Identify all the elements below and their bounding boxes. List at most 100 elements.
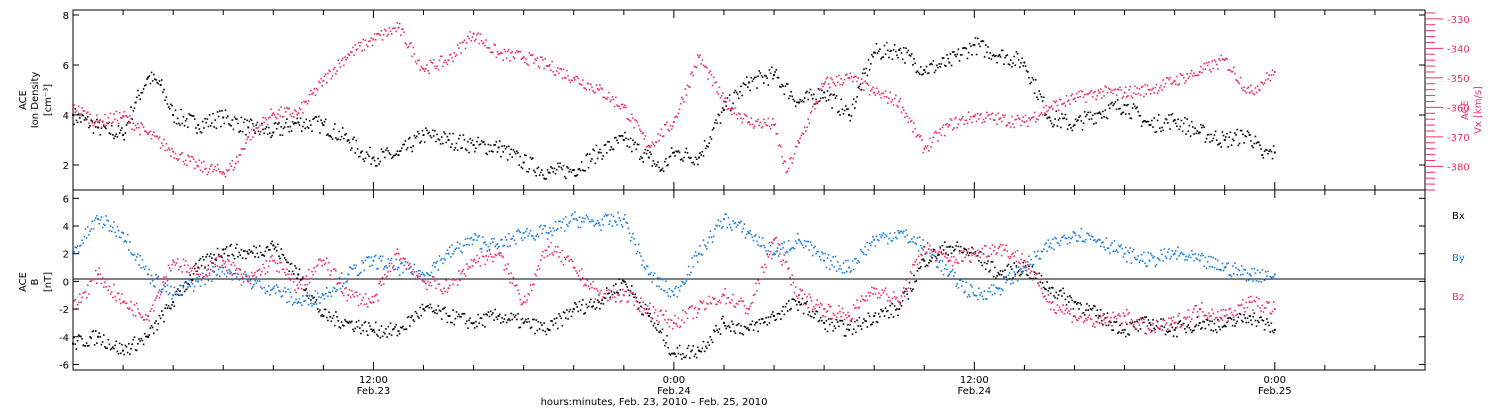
data-point-fill: [379, 280, 382, 283]
data-point: [773, 252, 776, 255]
data-point-fill: [1078, 90, 1080, 93]
data-point-fill: [1096, 309, 1099, 312]
data-point: [1248, 273, 1251, 276]
data-point-fill: [1267, 152, 1269, 155]
data-point-fill: [242, 273, 245, 275]
data-point-fill: [656, 285, 658, 287]
data-point-fill: [469, 237, 471, 240]
data-point-fill: [550, 166, 552, 168]
data-point-fill: [374, 321, 377, 324]
data-point-fill: [112, 121, 114, 123]
data-point-fill: [1213, 59, 1216, 61]
data-point-fill: [325, 316, 328, 319]
data-point-fill: [344, 287, 346, 290]
data-point-fill: [258, 124, 261, 127]
data-point-fill: [585, 214, 588, 217]
data-point-fill: [841, 307, 844, 310]
data-point-fill: [98, 119, 100, 122]
data-point-fill: [510, 312, 512, 315]
data-point-fill: [753, 293, 756, 296]
data-point-fill: [1253, 93, 1256, 96]
data-point-fill: [254, 279, 256, 282]
data-point-fill: [1105, 324, 1108, 327]
data-point-fill: [693, 255, 696, 257]
data-point-fill: [143, 84, 146, 87]
data-point-fill: [1017, 58, 1020, 61]
data-point-fill: [1214, 130, 1217, 133]
data-point-fill: [978, 259, 980, 262]
data-point-fill: [1132, 92, 1135, 94]
data-point-fill: [273, 248, 276, 250]
data-point-fill: [423, 141, 426, 143]
data-point-fill: [744, 312, 747, 314]
data-point-fill: [82, 109, 85, 112]
data-point: [147, 335, 150, 338]
data-point-fill: [319, 309, 321, 311]
data-point-fill: [743, 223, 746, 225]
data-point-fill: [520, 303, 523, 306]
data-point-fill: [398, 259, 401, 261]
data-point-fill: [576, 75, 578, 78]
data-point-fill: [920, 135, 922, 137]
data-point-fill: [604, 293, 607, 295]
data-point-fill: [311, 93, 313, 95]
data-point-fill: [1075, 92, 1078, 95]
data-point-fill: [700, 253, 703, 256]
data-point-fill: [683, 321, 685, 324]
data-point-fill: [453, 149, 456, 151]
data-point-fill: [934, 259, 937, 262]
data-point-fill: [1206, 64, 1209, 67]
data-point-fill: [781, 155, 783, 158]
data-point-fill: [634, 293, 636, 296]
data-point-fill: [972, 115, 974, 118]
data-point-fill: [1032, 116, 1035, 118]
data-point-fill: [495, 243, 498, 246]
data-point-fill: [294, 265, 296, 267]
data-point-fill: [578, 300, 581, 303]
data-point-fill: [788, 267, 790, 269]
data-point-fill: [1079, 236, 1081, 239]
data-point-fill: [298, 268, 301, 270]
data-point-fill: [405, 43, 408, 46]
data-point-fill: [658, 331, 660, 333]
data-point-fill: [1056, 104, 1059, 107]
data-point-fill: [528, 52, 531, 54]
data-point-fill: [1096, 240, 1099, 242]
data-point-fill: [667, 163, 669, 166]
data-point-fill: [640, 155, 642, 158]
data-point-fill: [254, 130, 256, 133]
data-point-fill: [782, 246, 784, 249]
data-point-fill: [1231, 324, 1234, 327]
data-point-fill: [806, 240, 808, 243]
data-point: [773, 74, 776, 76]
data-point-fill: [543, 67, 545, 70]
data-point-fill: [1100, 319, 1103, 322]
data-point-fill: [494, 144, 497, 146]
data-point-fill: [992, 275, 995, 278]
data-point-fill: [618, 217, 621, 219]
data-point-fill: [278, 255, 280, 258]
data-point-fill: [1070, 127, 1072, 129]
data-point-fill: [633, 304, 635, 307]
data-point-fill: [529, 327, 532, 329]
data-point-fill: [409, 43, 411, 45]
data-point-fill: [369, 40, 371, 42]
data-point-fill: [842, 262, 845, 264]
data-point-fill: [267, 285, 270, 287]
data-point-fill: [725, 327, 728, 330]
data-point-fill: [555, 317, 558, 319]
data-point-fill: [612, 98, 615, 101]
data-point-fill: [595, 84, 598, 86]
data-point-fill: [799, 288, 802, 291]
data-point-fill: [846, 328, 848, 331]
data-point-fill: [857, 260, 860, 262]
data-point-fill: [480, 140, 483, 142]
data-point-fill: [632, 291, 634, 294]
data-point-fill: [866, 82, 869, 85]
data-point-fill: [1114, 321, 1117, 324]
data-point-fill: [1236, 320, 1239, 323]
data-point-fill: [964, 248, 967, 251]
data-point-fill: [778, 253, 781, 255]
data-point-fill: [229, 162, 231, 165]
data-point-fill: [96, 342, 98, 344]
